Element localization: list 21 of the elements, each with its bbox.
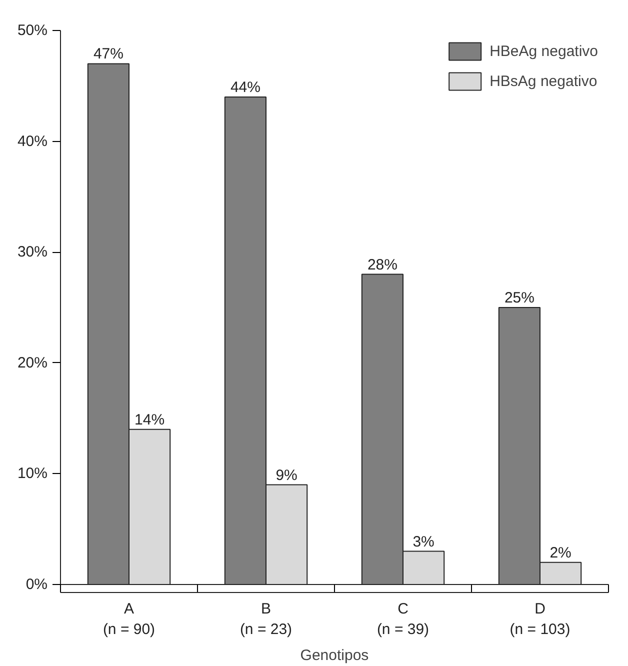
legend-label: HBeAg negativo [490, 42, 598, 60]
data-label: 44% [230, 78, 260, 96]
x-tick-label: B (n = 23) [240, 600, 292, 638]
data-label: 9% [276, 466, 298, 484]
y-tick-label: 30% [17, 244, 48, 261]
y-tick-label: 0% [26, 576, 48, 593]
data-label: 2% [550, 544, 572, 562]
legend-label: HBsAg negativo [490, 72, 598, 90]
data-label: 3% [412, 533, 434, 550]
y-tick-label: 20% [17, 354, 48, 372]
y-tick-label: 40% [17, 132, 48, 150]
x-tick-label: C (n = 39) [376, 600, 430, 638]
x-axis-title: Genotipos [300, 646, 369, 664]
x-tick-label: A (n = 90) [102, 600, 156, 638]
data-label: 28% [367, 256, 398, 274]
data-label: 47% [93, 46, 124, 63]
data-label: 25% [504, 290, 534, 306]
x-tick-label: D (n = 103) [510, 600, 570, 638]
y-tick-label: 10% [17, 465, 48, 482]
data-label: 14% [134, 411, 165, 428]
y-tick-label: 50% [17, 22, 48, 39]
